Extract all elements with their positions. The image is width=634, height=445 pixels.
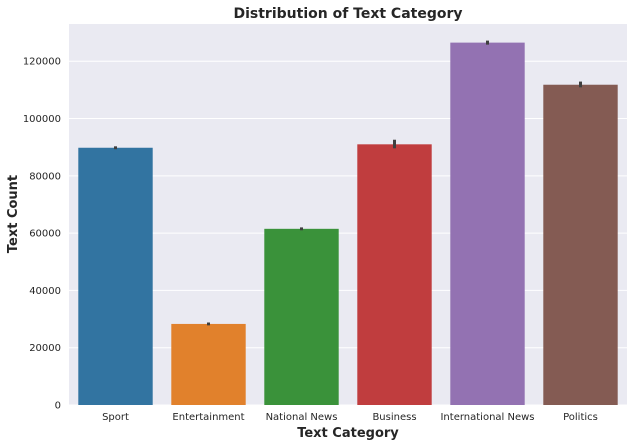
bar-international-news [450,42,525,405]
y-tick-label: 20000 [29,343,61,354]
x-axis-label: Text Category [297,426,399,441]
y-tick-label: 60000 [29,229,61,240]
x-tick-label: Business [372,412,416,423]
bar-entertainment [171,323,246,405]
x-tick-labels: Sport Entertainment National News Business I… [102,412,598,423]
x-tick-label: Entertainment [172,412,244,423]
y-tick-label: 120000 [23,57,61,68]
x-tick-label: National News [266,412,338,423]
bar-politics [543,84,618,405]
x-tick-label: Politics [563,412,598,423]
x-tick-label: International News [440,412,534,423]
x-tick-label: Sport [102,412,129,423]
chart-title: Distribution of Text Category [233,6,462,22]
bar-sport [78,147,153,405]
bar-national-news [264,228,339,405]
y-tick-labels: 0 20000 40000 60000 80000 100000 120000 [23,57,61,412]
y-axis-label: Text Count [6,175,21,253]
bar-business [357,144,432,405]
plot-area [69,24,627,405]
y-tick-label: 40000 [29,286,61,297]
bars [78,42,618,405]
error-bars [114,40,582,326]
grid-lines [69,60,627,406]
y-tick-label: 80000 [29,171,61,182]
y-tick-label: 100000 [23,114,61,125]
y-tick-label: 0 [55,401,61,412]
